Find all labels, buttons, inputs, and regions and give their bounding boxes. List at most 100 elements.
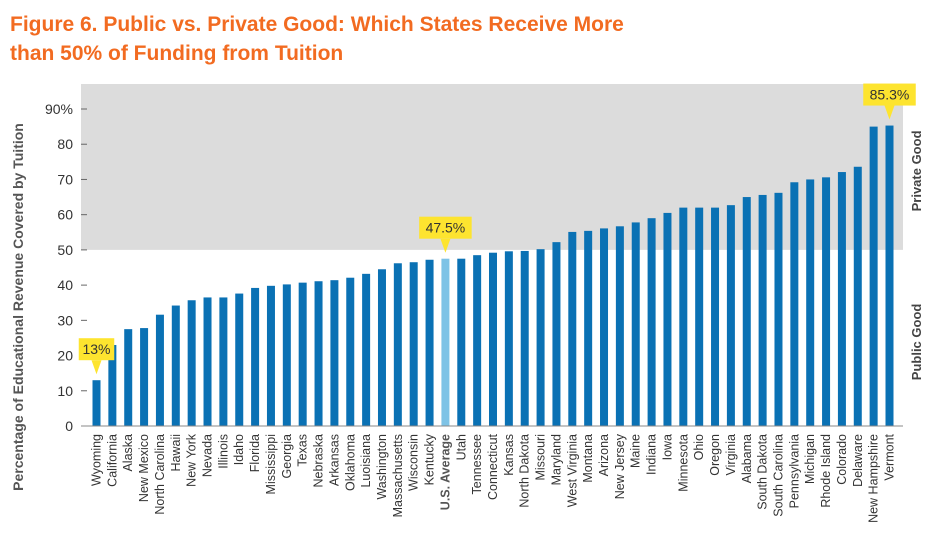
x-tick-label: Wisconsin	[407, 434, 421, 491]
x-axis-labels: Wyoming California Alaska New Mexico North C…	[90, 433, 897, 523]
x-tick-label: Alaska	[121, 434, 135, 472]
bar	[171, 305, 180, 426]
chart-title: Figure 6. Public vs. Private Good: Which…	[10, 10, 710, 68]
bar	[219, 297, 228, 426]
x-tick-label: Georgia	[280, 434, 294, 479]
value-callout: 47.5%	[419, 216, 472, 253]
x-tick-label: U.S. Average	[438, 434, 452, 510]
bar	[377, 269, 386, 426]
bar	[92, 380, 101, 426]
bar	[822, 177, 831, 426]
x-tick-label: Arkansas	[327, 434, 341, 486]
bar	[489, 252, 497, 426]
x-tick-label: Pennsylvania	[787, 434, 801, 508]
bar	[251, 287, 260, 426]
bar	[631, 222, 640, 426]
bar	[695, 207, 704, 426]
y-axis-label: Percentage of Educational Revenue Covere…	[10, 123, 26, 491]
x-tick-label: North Dakota	[518, 434, 532, 508]
bar	[790, 182, 799, 426]
chart-title-line-2: than 50% of Funding from Tuition	[10, 42, 344, 65]
bar	[536, 249, 545, 426]
y-tick-label: 0	[65, 418, 73, 434]
bar	[568, 231, 577, 426]
x-tick-label: Arizona	[597, 434, 611, 476]
public-good-label: Public Good	[909, 304, 924, 381]
bar	[552, 242, 561, 426]
x-tick-label: Ohio	[692, 434, 706, 460]
value-callout: 13%	[78, 338, 115, 375]
x-tick-label: Massachusetts	[391, 434, 405, 517]
bar	[600, 228, 609, 426]
bar	[235, 293, 244, 426]
bar	[393, 263, 402, 426]
bar	[806, 179, 815, 426]
bar	[155, 314, 164, 426]
bar	[647, 218, 656, 426]
bar	[584, 230, 593, 426]
y-tick-label: 10	[57, 383, 73, 399]
x-tick-label: Hawaii	[169, 434, 183, 472]
bar	[314, 281, 323, 426]
bar	[711, 207, 720, 426]
x-tick-label: Iowa	[660, 434, 674, 460]
x-tick-label: Missouri	[534, 434, 548, 481]
callout-box	[863, 83, 916, 106]
bar	[266, 285, 275, 426]
callout-box	[78, 338, 115, 361]
bar	[330, 280, 339, 426]
x-tick-label: Indiana	[645, 434, 659, 475]
y-tick-label: 60	[57, 207, 73, 223]
bar	[108, 344, 117, 426]
x-tick-label: Mississippi	[264, 434, 278, 494]
bar	[425, 259, 434, 426]
callout-box	[419, 216, 472, 239]
x-tick-label: Connecticut	[486, 433, 500, 500]
x-tick-label: Nebraska	[312, 434, 326, 488]
x-tick-label: Delaware	[851, 434, 865, 487]
value-callouts: 13% 47.5% 85.3%	[78, 83, 916, 375]
bar	[758, 194, 767, 426]
x-tick-label: Michigan	[803, 434, 817, 484]
x-tick-label: New Mexico	[137, 434, 151, 502]
y-tick-label: 40	[57, 277, 73, 293]
bar	[885, 125, 894, 426]
x-tick-label: Minnesota	[676, 434, 690, 492]
bar	[187, 300, 196, 426]
x-tick-label: Idaho	[232, 434, 246, 465]
bar	[298, 282, 307, 426]
x-tick-label: Luoisiana	[359, 434, 373, 488]
x-tick-label: North Carolina	[153, 434, 167, 515]
bar	[346, 277, 355, 426]
callout-label: 13%	[82, 341, 110, 357]
callout-pointer	[91, 360, 102, 375]
value-callout: 85.3%	[863, 83, 916, 120]
x-tick-label: Maryland	[549, 434, 563, 485]
x-tick-label: Vermont	[883, 433, 897, 480]
bar	[473, 255, 482, 426]
x-tick-label: Kansas	[502, 434, 516, 476]
bar	[520, 250, 529, 426]
bar	[457, 258, 466, 426]
y-tick-label: 20	[57, 348, 73, 364]
y-tick-label: 70	[57, 171, 73, 187]
x-tick-label: Texas	[296, 434, 310, 467]
callout-label: 85.3%	[870, 87, 910, 103]
x-tick-label: Tennessee	[470, 434, 484, 495]
callout-pointer	[440, 238, 451, 253]
x-tick-label: New Jersey	[613, 433, 627, 499]
x-tick-label: New Hampshire	[867, 434, 881, 523]
x-tick-label: Colorado	[835, 434, 849, 485]
bar	[663, 212, 672, 426]
x-tick-label: Washington	[375, 434, 389, 500]
bar	[742, 197, 751, 426]
bar	[853, 166, 862, 426]
x-tick-label: South Dakota	[756, 434, 770, 510]
y-tick-label: 30	[57, 312, 73, 328]
bar	[409, 262, 418, 426]
x-tick-label: Virginia	[724, 434, 738, 476]
x-tick-label: Florida	[248, 434, 262, 472]
bar	[679, 207, 688, 426]
bar	[441, 258, 450, 426]
bar	[504, 251, 513, 426]
